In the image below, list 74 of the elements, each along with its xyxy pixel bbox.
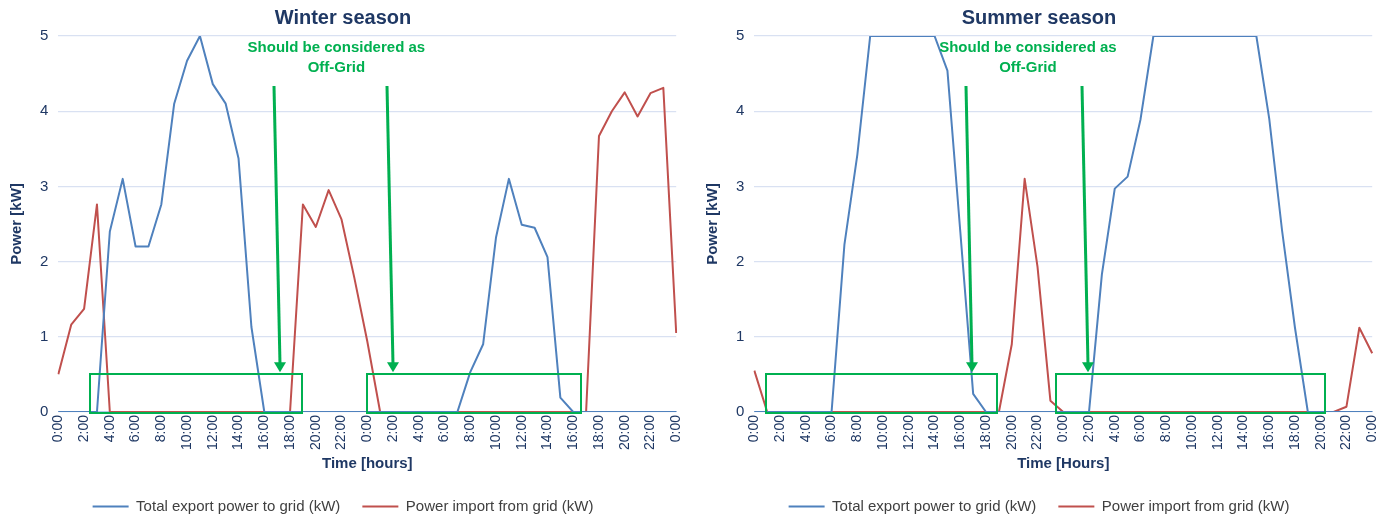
x-tick-label: 20:00 — [306, 414, 323, 451]
x-tick-label: 18:00 — [589, 414, 606, 451]
x-tick-label: 18:00 — [280, 414, 297, 451]
x-tick-label: 8:00 — [1157, 414, 1174, 443]
x-tick-label: 16:00 — [1260, 414, 1277, 451]
x-tick-label: 2:00 — [770, 414, 787, 443]
x-tick-label: 16:00 — [564, 414, 581, 451]
x-tick-label: 22:00 — [1337, 414, 1354, 451]
x-tick-label: 10:00 — [486, 414, 503, 451]
x-tick-label: 0:00 — [358, 414, 375, 443]
x-tick-label: 4:00 — [796, 414, 813, 443]
x-tick-label: 6:00 — [126, 414, 143, 443]
x-tick-label: 20:00 — [1311, 414, 1328, 451]
x-tick-label: 14:00 — [538, 414, 555, 451]
legend-label: Total export power to grid (kW) — [136, 496, 341, 514]
y-tick-label: 4 — [40, 101, 49, 119]
x-tick-label: 22:00 — [1028, 414, 1045, 451]
x-tick-label: 8:00 — [461, 414, 478, 443]
legend-label: Power import from grid (kW) — [405, 496, 594, 514]
y-tick-label: 2 — [736, 251, 745, 269]
x-tick-label: 6:00 — [822, 414, 839, 443]
x-tick-label: 0:00 — [667, 414, 684, 443]
x-tick-label: 12:00 — [512, 414, 529, 451]
chart-title: Summer season — [961, 5, 1117, 28]
y-tick-label: 3 — [40, 176, 49, 194]
x-tick-label: 20:00 — [1002, 414, 1019, 451]
x-tick-label: 8:00 — [152, 414, 169, 443]
y-tick-label: 4 — [736, 101, 745, 119]
y-tick-label: 1 — [40, 326, 49, 344]
annotation: Should be considered as Off-Grid — [939, 37, 1117, 75]
y-tick-label: 1 — [736, 326, 745, 344]
x-tick-label: 4:00 — [409, 414, 426, 443]
x-tick-label: 10:00 — [177, 414, 194, 451]
x-tick-label: 2:00 — [1079, 414, 1096, 443]
x-tick-label: 6:00 — [1131, 414, 1148, 443]
y-tick-label: 3 — [736, 176, 745, 194]
x-tick-label: 0:00 — [1054, 414, 1071, 443]
x-tick-label: 14:00 — [1234, 414, 1251, 451]
x-tick-label: 4:00 — [100, 414, 117, 443]
x-tick-label: 0:00 — [745, 414, 762, 443]
chart-title: Winter season — [274, 5, 412, 28]
y-tick-label: 5 — [40, 26, 49, 44]
annotation: Should be considered as Off-Grid — [247, 37, 426, 75]
x-tick-label: 12:00 — [899, 414, 916, 451]
x-tick-label: 18:00 — [1285, 414, 1302, 451]
x-tick-label: 2:00 — [383, 414, 400, 443]
y-tick-label: 2 — [40, 251, 49, 269]
x-tick-label: 12:00 — [203, 414, 220, 451]
x-tick-label: 12:00 — [1208, 414, 1225, 451]
y-axis-title: Power [kW] — [703, 183, 721, 265]
x-axis-title: Time [Hours] — [1017, 454, 1110, 472]
y-tick-label: 0 — [40, 402, 49, 420]
x-tick-label: 10:00 — [873, 414, 890, 451]
x-tick-label: 4:00 — [1105, 414, 1122, 443]
x-tick-label: 16:00 — [255, 414, 272, 451]
x-tick-label: 22:00 — [641, 414, 658, 451]
x-tick-label: 2:00 — [74, 414, 91, 443]
x-tick-label: 22:00 — [332, 414, 349, 451]
x-tick-label: 0:00 — [49, 414, 66, 443]
x-tick-label: 14:00 — [925, 414, 942, 451]
x-tick-label: 10:00 — [1182, 414, 1199, 451]
x-tick-label: 18:00 — [976, 414, 993, 451]
x-tick-label: 16:00 — [951, 414, 968, 451]
y-tick-label: 0 — [736, 402, 745, 420]
x-tick-label: 14:00 — [229, 414, 246, 451]
x-axis-title: Time [hours] — [321, 454, 413, 472]
x-tick-label: 8:00 — [848, 414, 865, 443]
x-tick-label: 20:00 — [615, 414, 632, 451]
y-axis-title: Power [kW] — [7, 183, 25, 265]
legend-label: Total export power to grid (kW) — [832, 496, 1037, 514]
x-tick-label: 0:00 — [1363, 414, 1380, 443]
x-tick-label: 6:00 — [435, 414, 452, 443]
legend-label: Power import from grid (kW) — [1101, 496, 1290, 514]
y-tick-label: 5 — [736, 26, 745, 44]
